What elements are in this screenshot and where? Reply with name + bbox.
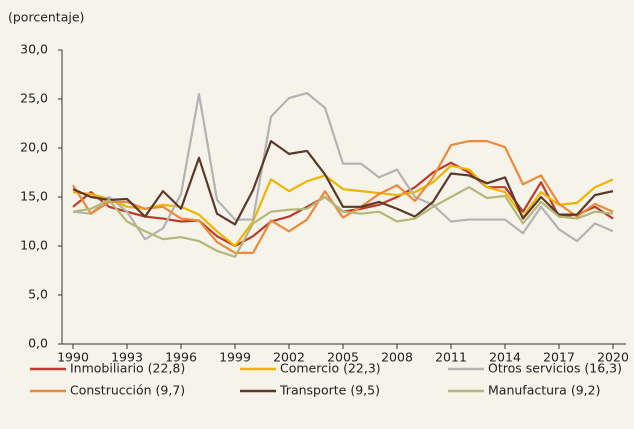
series-line: [72, 140, 614, 226]
y-tick-label: 5,0: [28, 287, 48, 302]
x-tick-label: 2014: [489, 350, 521, 365]
x-tick-label: 1999: [219, 350, 251, 365]
series-line: [72, 186, 614, 258]
y-tick-label: 15,0: [20, 189, 48, 204]
legend-label: Inmobiliario (22,8): [70, 361, 185, 376]
x-tick-label: 1996: [165, 350, 197, 365]
x-tick-label: 2002: [273, 350, 305, 365]
x-tick-label: 1993: [111, 350, 143, 365]
series-line: [72, 140, 614, 254]
x-tick-label: 2008: [381, 350, 413, 365]
y-tick-label: 10,0: [20, 238, 48, 253]
legend-label: Manufactura (9,2): [488, 383, 600, 398]
y-axis-label: (porcentaje): [8, 10, 84, 25]
legend-label: Comercio (22,3): [280, 361, 381, 376]
legend-label: Otros servicios (16,3): [488, 361, 622, 376]
y-tick-label: 0,0: [28, 336, 48, 351]
x-tick-label: 1990: [57, 350, 89, 365]
x-tick-label: 2020: [597, 350, 629, 365]
legend-label: Construcción (9,7): [70, 383, 185, 398]
x-tick-label: 2005: [327, 350, 359, 365]
y-tick-label: 20,0: [20, 140, 48, 155]
y-tick-label: 30,0: [20, 42, 48, 57]
legend-label: Transporte (9,5): [279, 383, 380, 398]
series-line: [72, 92, 614, 243]
x-tick-label: 2011: [435, 350, 467, 365]
y-tick-label: 25,0: [20, 91, 48, 106]
x-tick-label: 2017: [543, 350, 575, 365]
